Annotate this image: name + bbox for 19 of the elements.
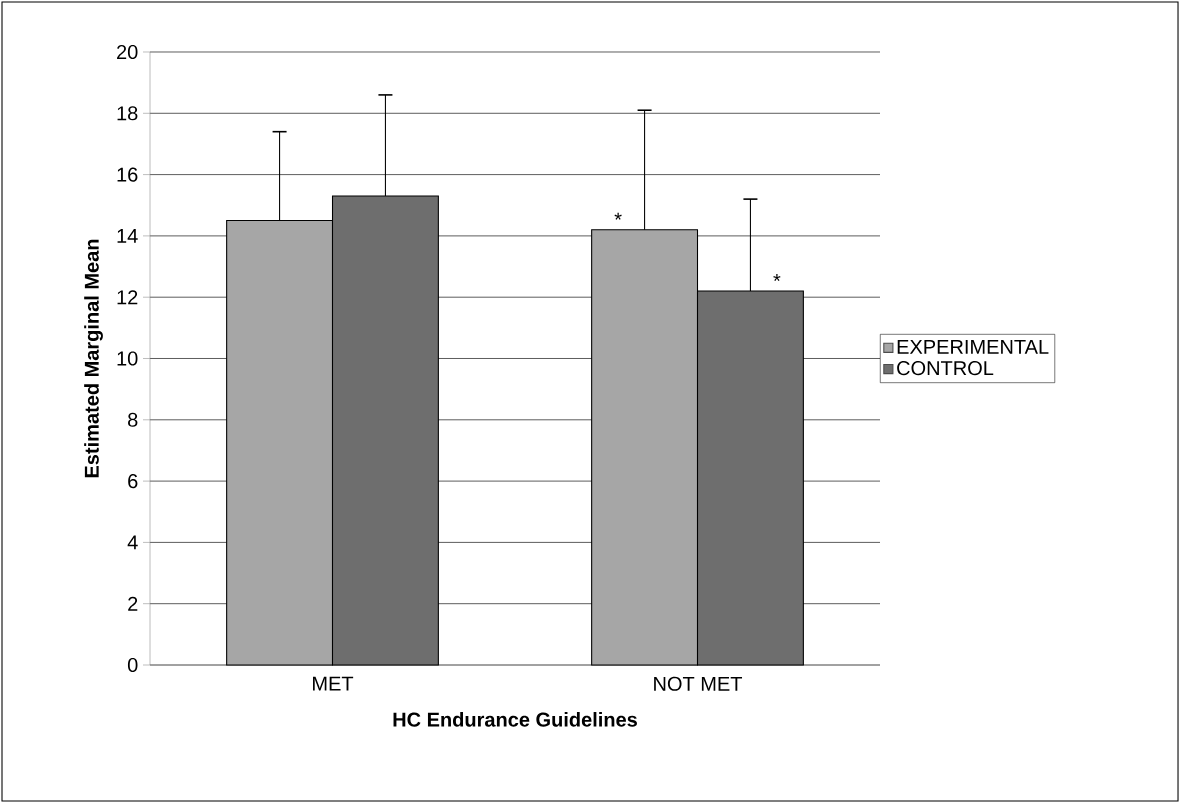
- x-tick-label: MET: [313, 676, 354, 691]
- x-tick-label: NOT MET: [654, 676, 743, 691]
- y-tick-label: 6: [128, 474, 138, 489]
- y-tick-label: 18: [117, 106, 138, 121]
- legend-label: CONTROL: [897, 361, 994, 376]
- y-tick-label: 12: [117, 290, 138, 305]
- y-tick-label: 20: [117, 44, 138, 60]
- annotation: *: [614, 212, 622, 220]
- y-tick-label: 2: [128, 596, 138, 611]
- y-tick-label: 0: [127, 657, 138, 673]
- y-tick-label: 4: [127, 535, 138, 550]
- y-tick-label: 10: [117, 351, 138, 366]
- y-tick-label: 8: [128, 412, 138, 427]
- y-tick-label: 14: [117, 229, 138, 243]
- y-axis-title: Estimated Marginal Mean: [84, 239, 103, 478]
- x-axis-title: HC Endurance Guidelines: [393, 712, 637, 727]
- y-tick-label: 16: [117, 167, 138, 182]
- legend-label: EXPERIMENTAL: [897, 339, 1049, 354]
- annotation: *: [773, 274, 781, 282]
